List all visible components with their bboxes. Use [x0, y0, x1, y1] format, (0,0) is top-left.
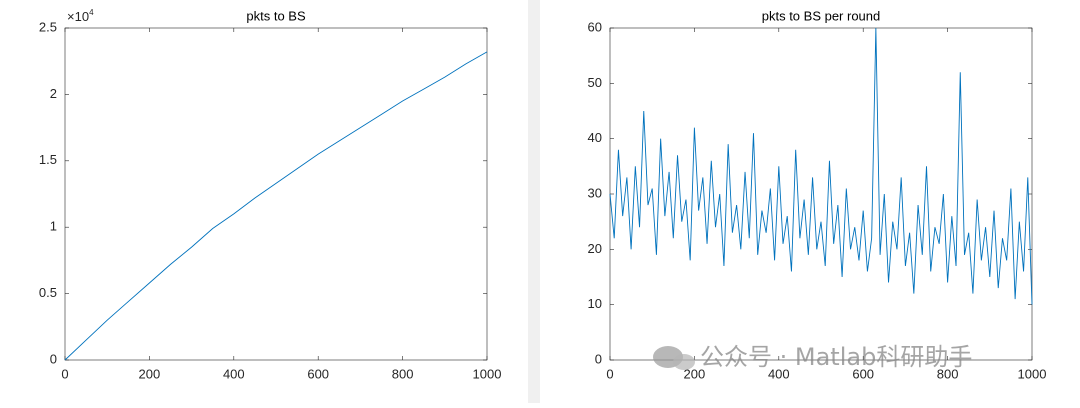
x-tick-label: 800 [937, 366, 959, 381]
x-tick-label: 1000 [1018, 366, 1047, 381]
wechat-icon [673, 354, 695, 370]
y-tick-label: 50 [588, 75, 602, 90]
x-tick-label: 400 [768, 366, 790, 381]
y-multiplier-base: ×10 [67, 9, 89, 24]
watermark: 公众号 · Matlab科研助手 [700, 343, 972, 371]
chart-title: pkts to BS [246, 8, 306, 23]
watermark-group: 公众号 · Matlab科研助手 [653, 343, 972, 371]
x-tick-label: 0 [61, 366, 68, 381]
y-tick-label: 10 [588, 296, 602, 311]
chart-title: pkts to BS per round [762, 8, 881, 23]
y-tick-label: 30 [588, 185, 602, 200]
y-tick-label: 0 [595, 351, 602, 366]
x-tick-label: 400 [223, 366, 245, 381]
y-tick-label: 20 [588, 241, 602, 256]
y-tick-label: 2.5 [39, 19, 57, 34]
y-tick-label: 2 [50, 86, 57, 101]
data-line [64, 51, 488, 361]
x-tick-label: 800 [392, 366, 414, 381]
x-tick-label: 200 [684, 366, 706, 381]
right-panel [540, 0, 1080, 403]
y-multiplier: ×104 [67, 8, 94, 24]
x-tick-label: 600 [307, 366, 329, 381]
axes-box [64, 27, 488, 361]
y-tick-label: 40 [588, 130, 602, 145]
y-tick-label: 60 [588, 19, 602, 34]
left-panel [0, 0, 528, 403]
y-tick-label: 0.5 [39, 285, 57, 300]
y-tick-label: 0 [50, 351, 57, 366]
x-tick-label: 0 [606, 366, 613, 381]
y-tick-label: 1 [50, 219, 57, 234]
y-multiplier-exponent: 4 [89, 8, 94, 17]
x-tick-label: 600 [852, 366, 874, 381]
data-line [609, 27, 1033, 305]
x-tick-label: 200 [139, 366, 161, 381]
divider [528, 0, 540, 403]
x-tick-label: 1000 [473, 366, 502, 381]
y-tick-label: 1.5 [39, 152, 57, 167]
